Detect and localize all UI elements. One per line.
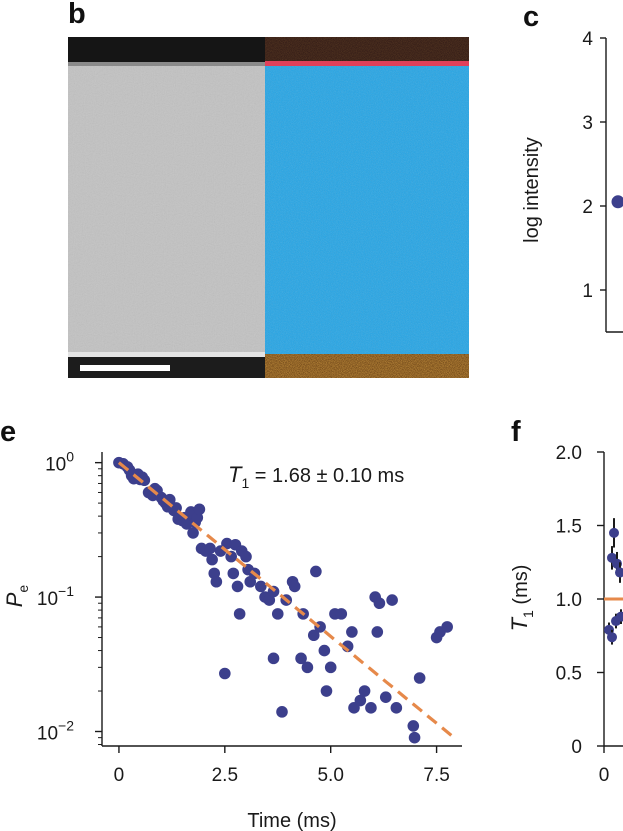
e-data-point bbox=[295, 652, 307, 665]
panel-label-f: f bbox=[511, 416, 521, 448]
e-data-point bbox=[335, 608, 348, 620]
eds-orange-texture bbox=[265, 354, 469, 378]
e-x-tick-label: 2.5 bbox=[212, 765, 238, 786]
f-y-tick-label: 1.5 bbox=[556, 517, 582, 538]
e-data-point bbox=[271, 608, 284, 620]
f-y-axis-label: T1 (ms) bbox=[507, 565, 536, 632]
e-x-tick-label: 0 bbox=[114, 765, 125, 786]
chart-c: 1 2 3 4 log intensity bbox=[521, 29, 623, 333]
e-data-point bbox=[301, 661, 314, 674]
f-y-tick-label: 2.0 bbox=[556, 443, 582, 464]
haadf-body-texture bbox=[68, 66, 265, 354]
chart-f: 0 0.5 1.0 1.5 2.0 0 T1 (ms) bbox=[507, 443, 623, 786]
c-y-axis-label: log intensity bbox=[521, 137, 543, 243]
f-y-tick-label: 1.0 bbox=[556, 590, 582, 611]
haadf-interface bbox=[68, 62, 265, 67]
e-data-point bbox=[263, 594, 276, 606]
e-x-axis-label: Time (ms) bbox=[247, 810, 336, 831]
chart-e: 100 10−1 10−2 0 2.5 5.0 7.5 Time (ms) Pe T1 = 1.6… bbox=[2, 449, 462, 831]
e-y-tick-label: 10−2 bbox=[37, 717, 74, 744]
e-data-point bbox=[324, 661, 337, 674]
f-data-point bbox=[615, 567, 623, 578]
e-fit-line bbox=[117, 461, 455, 739]
e-data-point bbox=[307, 629, 320, 642]
eds-blue-texture bbox=[265, 66, 469, 354]
e-data-point bbox=[371, 626, 384, 638]
e-data-point bbox=[255, 580, 267, 593]
e-data-point bbox=[407, 720, 420, 732]
e-data-point bbox=[276, 706, 288, 718]
e-data-point bbox=[288, 580, 301, 593]
e-data-point bbox=[386, 594, 398, 606]
e-data-point bbox=[354, 694, 367, 707]
e-data-point bbox=[267, 652, 280, 665]
c-data-point bbox=[611, 195, 623, 209]
c-y-tick-label: 3 bbox=[582, 113, 593, 134]
e-y-tick-label: 10−1 bbox=[37, 583, 74, 610]
scale-bar bbox=[80, 365, 170, 371]
e-data-point bbox=[365, 702, 377, 714]
e-data-point bbox=[408, 731, 421, 744]
e-y-axis-label: Pe bbox=[2, 585, 31, 608]
e-data-point bbox=[193, 503, 206, 516]
haadf-bottom-interface bbox=[68, 352, 265, 358]
f-data-point bbox=[616, 611, 623, 622]
panel-label-b: b bbox=[68, 0, 86, 30]
e-data-point bbox=[210, 575, 223, 588]
panel-label-c: c bbox=[523, 1, 540, 33]
e-y-tick-label: 100 bbox=[45, 449, 74, 476]
e-data-point bbox=[358, 685, 371, 697]
c-y-tick-label: 1 bbox=[582, 281, 593, 302]
e-data-point bbox=[187, 527, 199, 539]
e-data-point bbox=[441, 621, 453, 633]
f-y-tick-label: 0 bbox=[571, 737, 582, 758]
haadf-top-band bbox=[68, 37, 265, 64]
microscopy-image bbox=[68, 37, 469, 378]
e-data-point bbox=[413, 672, 426, 684]
e-data-point bbox=[310, 565, 322, 578]
e-data-point bbox=[231, 580, 244, 593]
e-data-point bbox=[221, 537, 233, 550]
c-y-tick-label: 4 bbox=[582, 29, 593, 50]
e-data-point bbox=[373, 597, 386, 610]
f-x-tick-label: 0 bbox=[599, 765, 610, 786]
f-data-point bbox=[607, 632, 617, 643]
eds-top-band-texture bbox=[265, 37, 469, 64]
panel-label-e: e bbox=[0, 416, 17, 448]
e-data-point bbox=[318, 644, 331, 657]
eds-interface-red bbox=[265, 61, 469, 66]
e-data-point bbox=[240, 550, 252, 563]
e-data-point bbox=[227, 567, 240, 580]
e-data-point bbox=[204, 542, 216, 555]
e-data-point bbox=[390, 702, 403, 714]
e-x-tick-label: 5.0 bbox=[317, 765, 343, 786]
e-annotation: T1 = 1.68 ± 0.10 ms bbox=[228, 462, 404, 491]
e-data-point bbox=[219, 667, 231, 680]
e-data-point bbox=[379, 691, 392, 703]
e-data-point bbox=[320, 685, 333, 697]
f-y-tick-label: 0.5 bbox=[556, 664, 582, 685]
e-x-tick-label: 7.5 bbox=[423, 765, 449, 786]
c-y-tick-label: 2 bbox=[582, 197, 593, 218]
e-data-point bbox=[346, 626, 358, 638]
f-data-point bbox=[609, 527, 619, 538]
e-data-point bbox=[206, 553, 218, 566]
e-data-point bbox=[233, 608, 246, 620]
